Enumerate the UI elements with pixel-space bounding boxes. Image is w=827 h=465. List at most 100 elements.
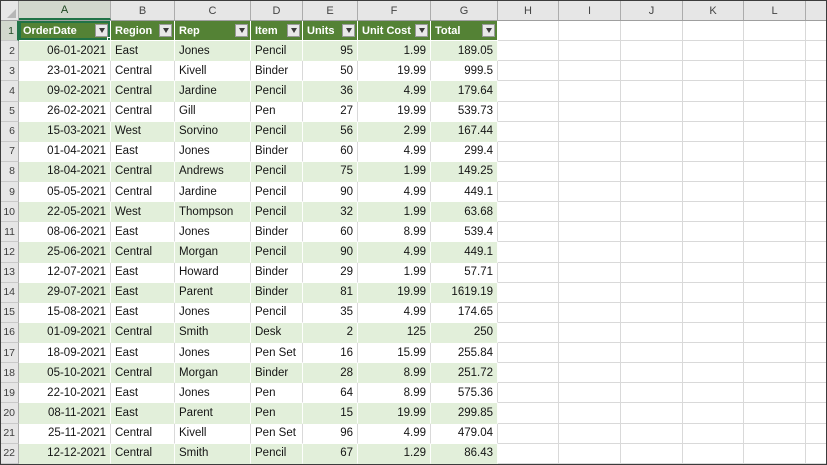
cell-empty[interactable] [806, 242, 826, 263]
cell-empty[interactable] [683, 403, 744, 424]
cell-empty[interactable] [683, 322, 744, 343]
cell-D11[interactable]: Binder [251, 222, 303, 243]
cell-C16[interactable]: Smith [175, 322, 251, 343]
cell-F21[interactable]: 4.99 [358, 423, 431, 444]
cell-empty[interactable] [806, 202, 826, 223]
cell-A3[interactable]: 23-01-2021 [19, 61, 111, 82]
cell-empty[interactable] [621, 61, 683, 82]
cell-B9[interactable]: Central [111, 182, 175, 203]
cell-C4[interactable]: Jardine [175, 81, 251, 102]
cell-G12[interactable]: 449.1 [431, 242, 498, 263]
cell-empty[interactable] [498, 182, 559, 203]
cell-C9[interactable]: Jardine [175, 182, 251, 203]
cell-empty[interactable] [498, 262, 559, 283]
row-header-21[interactable]: 21 [1, 423, 19, 444]
table-header-cell-rep[interactable]: Rep [175, 21, 251, 42]
cell-A11[interactable]: 08-06-2021 [19, 222, 111, 243]
cell-empty[interactable] [806, 322, 826, 343]
cell-empty[interactable] [683, 423, 744, 444]
cell-D19[interactable]: Pen [251, 383, 303, 404]
cell-A16[interactable]: 01-09-2021 [19, 322, 111, 343]
cell-C12[interactable]: Morgan [175, 242, 251, 263]
cell-A2[interactable]: 06-01-2021 [19, 41, 111, 62]
cell-E18[interactable]: 28 [303, 363, 358, 384]
cell-G21[interactable]: 479.04 [431, 423, 498, 444]
cell-empty[interactable] [621, 222, 683, 243]
cell-C18[interactable]: Morgan [175, 363, 251, 384]
table-header-cell-region[interactable]: Region [111, 21, 175, 42]
column-header-F[interactable]: F [358, 1, 431, 20]
cell-empty[interactable] [559, 222, 621, 243]
cell-empty[interactable] [559, 262, 621, 283]
cell-A13[interactable]: 12-07-2021 [19, 262, 111, 283]
cell-D13[interactable]: Binder [251, 262, 303, 283]
cell-empty[interactable] [744, 423, 806, 444]
cell-B14[interactable]: East [111, 282, 175, 303]
cell-empty[interactable] [498, 403, 559, 424]
cell-empty[interactable] [559, 443, 621, 464]
cell-A17[interactable]: 18-09-2021 [19, 343, 111, 364]
cell-F4[interactable]: 4.99 [358, 81, 431, 102]
cell-B3[interactable]: Central [111, 61, 175, 82]
cell-E2[interactable]: 95 [303, 41, 358, 62]
cell-C21[interactable]: Kivell [175, 423, 251, 444]
cell-F22[interactable]: 1.29 [358, 443, 431, 464]
cell-empty[interactable] [683, 81, 744, 102]
row-header-6[interactable]: 6 [1, 121, 19, 142]
cell-empty[interactable] [621, 161, 683, 182]
cell-empty[interactable] [744, 363, 806, 384]
cell-empty[interactable] [683, 222, 744, 243]
cell-empty[interactable] [621, 101, 683, 122]
cell-G9[interactable]: 449.1 [431, 182, 498, 203]
cell-empty[interactable] [683, 121, 744, 142]
cell-C3[interactable]: Kivell [175, 61, 251, 82]
cell-empty[interactable] [498, 41, 559, 62]
cell-empty[interactable] [621, 182, 683, 203]
cell-empty[interactable] [559, 141, 621, 162]
cell-F13[interactable]: 1.99 [358, 262, 431, 283]
cell-C19[interactable]: Jones [175, 383, 251, 404]
cell-empty[interactable] [559, 302, 621, 323]
cell-B17[interactable]: East [111, 343, 175, 364]
row-header-13[interactable]: 13 [1, 262, 19, 283]
cell-empty[interactable] [498, 282, 559, 303]
row-header-14[interactable]: 14 [1, 282, 19, 303]
cell-B19[interactable]: East [111, 383, 175, 404]
cell-D7[interactable]: Binder [251, 141, 303, 162]
cell-E6[interactable]: 56 [303, 121, 358, 142]
cell-A5[interactable]: 26-02-2021 [19, 101, 111, 122]
cell-G10[interactable]: 63.68 [431, 202, 498, 223]
row-header-4[interactable]: 4 [1, 81, 19, 102]
cell-empty[interactable] [621, 302, 683, 323]
cell-empty[interactable] [498, 383, 559, 404]
cell-A18[interactable]: 05-10-2021 [19, 363, 111, 384]
cell-empty[interactable] [806, 262, 826, 283]
cell-B4[interactable]: Central [111, 81, 175, 102]
cell-empty[interactable] [806, 383, 826, 404]
filter-dropdown-button[interactable] [415, 24, 428, 38]
row-header-18[interactable]: 18 [1, 363, 19, 384]
cell-empty[interactable] [621, 202, 683, 223]
cell-F8[interactable]: 1.99 [358, 161, 431, 182]
cell-G13[interactable]: 57.71 [431, 262, 498, 283]
cell-empty[interactable] [744, 202, 806, 223]
cell-F15[interactable]: 4.99 [358, 302, 431, 323]
select-all-button[interactable] [1, 1, 19, 20]
cell-empty[interactable] [621, 141, 683, 162]
cell-empty[interactable] [806, 41, 826, 62]
cell-empty[interactable] [498, 302, 559, 323]
cell-F17[interactable]: 15.99 [358, 343, 431, 364]
cell-empty[interactable] [559, 182, 621, 203]
cell-empty[interactable] [806, 101, 826, 122]
cell-empty[interactable] [744, 343, 806, 364]
row-header-22[interactable]: 22 [1, 443, 19, 464]
cell-D16[interactable]: Desk [251, 322, 303, 343]
cell-E9[interactable]: 90 [303, 182, 358, 203]
cell-G14[interactable]: 1619.19 [431, 282, 498, 303]
cell-empty[interactable] [744, 262, 806, 283]
cell-D18[interactable]: Binder [251, 363, 303, 384]
row-header-19[interactable]: 19 [1, 383, 19, 404]
cell-empty[interactable] [806, 423, 826, 444]
cell-G20[interactable]: 299.85 [431, 403, 498, 424]
cell-G11[interactable]: 539.4 [431, 222, 498, 243]
